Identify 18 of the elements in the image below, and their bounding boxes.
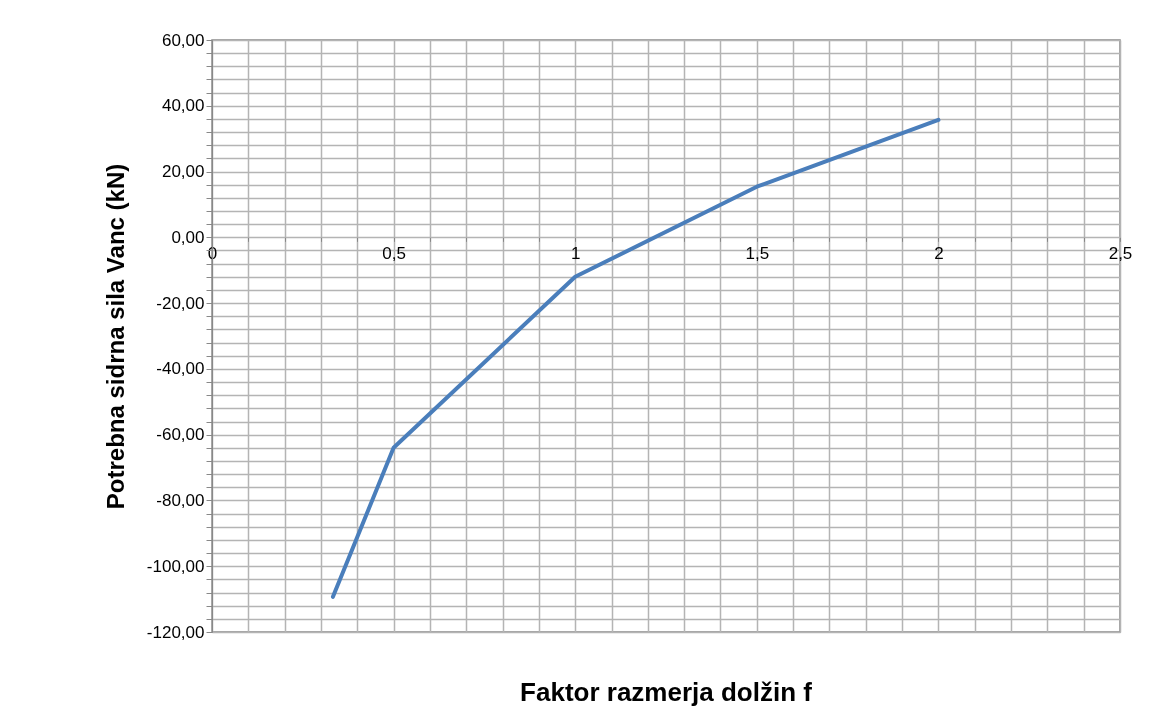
y-tick-label: -100,00 — [146, 556, 205, 576]
x-tick-label: 2,5 — [1108, 243, 1133, 263]
x-tick-label: 2 — [934, 243, 944, 263]
y-tick-label: 40,00 — [161, 96, 205, 116]
y-tick-label: -20,00 — [156, 293, 205, 313]
y-tick-label: -40,00 — [156, 359, 205, 379]
y-axis-title: Potrebna sidrna sila Vanc (kN) — [101, 163, 129, 510]
y-tick-label: -120,00 — [146, 622, 205, 642]
x-tick-label: 1 — [570, 243, 581, 263]
y-tick-label: 60,00 — [161, 30, 205, 50]
y-tick-label: 20,00 — [161, 162, 205, 182]
line-series — [330, 117, 941, 599]
y-tick-label: -60,00 — [156, 425, 205, 445]
y-tick-label: 0,00 — [171, 227, 205, 247]
y-tick-label: -80,00 — [156, 490, 205, 510]
x-tick-label: 1,5 — [745, 243, 770, 263]
x-tick-label: 0,5 — [382, 243, 406, 263]
x-axis-title: Faktor razmerja dolžin f — [520, 677, 813, 707]
